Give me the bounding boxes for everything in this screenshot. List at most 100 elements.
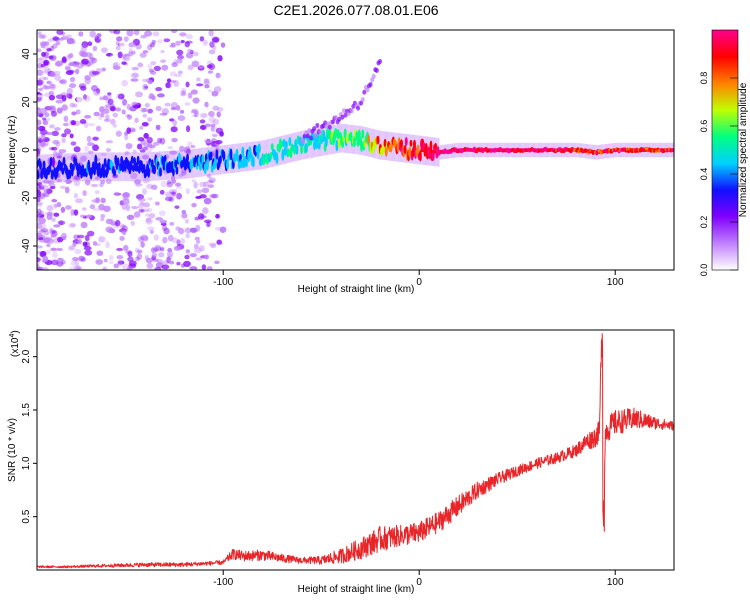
heatmap-cell	[270, 143, 274, 151]
snr-y-axis-label: SNR (10 * v/v)	[7, 418, 18, 482]
heatmap-cell	[140, 208, 145, 213]
heatmap-cell	[37, 267, 42, 270]
heatmap-cell	[37, 245, 43, 249]
heatmap-cell	[37, 79, 44, 86]
heatmap-cell	[208, 242, 217, 247]
heatmap-cell	[60, 232, 67, 240]
heatmap-cell	[60, 31, 66, 36]
heatmap-cell	[154, 244, 162, 250]
heatmap-cell	[51, 156, 55, 168]
heatmap-cell	[138, 208, 144, 213]
heatmap-cell	[208, 110, 215, 117]
heatmap-cell	[144, 85, 149, 89]
heatmap-cell	[139, 201, 145, 206]
heatmap-cell	[215, 149, 219, 160]
heatmap-cell	[169, 189, 178, 195]
heatmap-cell	[151, 252, 158, 259]
heatmap-cell	[93, 163, 97, 176]
heatmap-cell	[183, 260, 191, 268]
heatmap-cell	[59, 185, 66, 189]
heatmap-cell	[199, 119, 206, 124]
heatmap-cell	[112, 112, 118, 118]
heatmap-cell	[113, 30, 121, 35]
snr-frame	[36, 329, 675, 571]
heatmap-cell	[146, 183, 154, 190]
heatmap-cell	[79, 214, 86, 218]
heatmap-cell	[83, 245, 92, 251]
heatmap-cell	[37, 266, 42, 270]
heatmap-cell	[146, 262, 154, 269]
heatmap-cell	[170, 126, 178, 133]
heatmap-cell	[88, 57, 96, 62]
heatmap-cell	[148, 152, 151, 181]
heatmap-cell	[184, 255, 190, 260]
heatmap-cell	[313, 132, 318, 138]
heatmap-cell	[84, 179, 91, 186]
heatmap-cell	[100, 213, 106, 219]
heatmap-cell	[113, 168, 117, 177]
heatmap-cell	[64, 179, 72, 184]
heatmap-cell	[62, 153, 65, 183]
heatmap-cell	[37, 94, 42, 98]
heatmap-cell	[40, 141, 45, 149]
heatmap-cell	[253, 141, 255, 171]
x-tick-label: 100	[607, 277, 624, 288]
heatmap-cell	[177, 70, 183, 75]
heatmap-cell	[75, 68, 80, 75]
heatmap-cell	[208, 89, 213, 93]
heatmap-cell	[123, 36, 129, 42]
heatmap-cell	[185, 148, 192, 155]
heatmap-cell	[95, 125, 102, 132]
heatmap-cell	[200, 113, 208, 118]
heatmap-cell	[207, 184, 215, 189]
heatmap-cell	[116, 93, 123, 100]
heatmap-cell	[257, 143, 261, 154]
heatmap-cell	[74, 248, 82, 255]
heatmap-cell	[89, 204, 96, 210]
heatmap-cell	[165, 82, 173, 89]
heatmap-cell	[105, 140, 114, 144]
heatmap-cell	[191, 179, 196, 183]
heatmap-cell	[145, 145, 153, 153]
heatmap-cell	[61, 167, 65, 175]
heatmap-cell	[309, 135, 314, 141]
heatmap-cell	[212, 119, 220, 125]
heatmap-cell	[94, 190, 100, 195]
heatmap-cell	[130, 155, 134, 164]
heatmap-cell	[37, 56, 44, 62]
heatmap-cell	[72, 257, 79, 262]
heatmap-cell	[172, 119, 177, 127]
heatmap-cell	[115, 130, 122, 137]
heatmap-cell	[91, 70, 100, 75]
heatmap-cell	[103, 157, 107, 168]
heatmap-cell	[189, 253, 197, 258]
heatmap-cell	[74, 152, 77, 182]
heatmap-cell	[95, 197, 100, 203]
heatmap-cell	[218, 155, 222, 164]
heatmap-cell	[37, 62, 43, 69]
heatmap-cell	[305, 133, 310, 139]
heatmap-cell	[162, 162, 166, 171]
heatmap-cell	[79, 119, 87, 124]
heatmap-cell	[121, 54, 130, 62]
heatmap-cell	[142, 202, 151, 208]
heatmap-cell	[94, 37, 102, 43]
heatmap-cell	[101, 47, 108, 53]
heatmap-cell	[105, 148, 112, 152]
heatmap-cell	[54, 127, 61, 131]
heatmap-cell	[83, 104, 90, 109]
heatmap-cell	[85, 52, 92, 58]
heatmap-cell	[133, 30, 140, 36]
heatmap-cell	[393, 132, 395, 162]
heatmap-cell	[145, 217, 153, 225]
heatmap-cell	[56, 151, 63, 156]
heatmap-cell	[136, 249, 143, 254]
heatmap-cell	[48, 55, 54, 60]
heatmap-cell	[68, 245, 75, 251]
heatmap-cell	[81, 41, 89, 48]
heatmap-cell	[102, 166, 106, 179]
heatmap-cell	[142, 50, 149, 54]
heatmap-cell	[312, 126, 317, 132]
heatmap-cell	[208, 30, 214, 37]
heatmap-cell	[205, 229, 211, 235]
